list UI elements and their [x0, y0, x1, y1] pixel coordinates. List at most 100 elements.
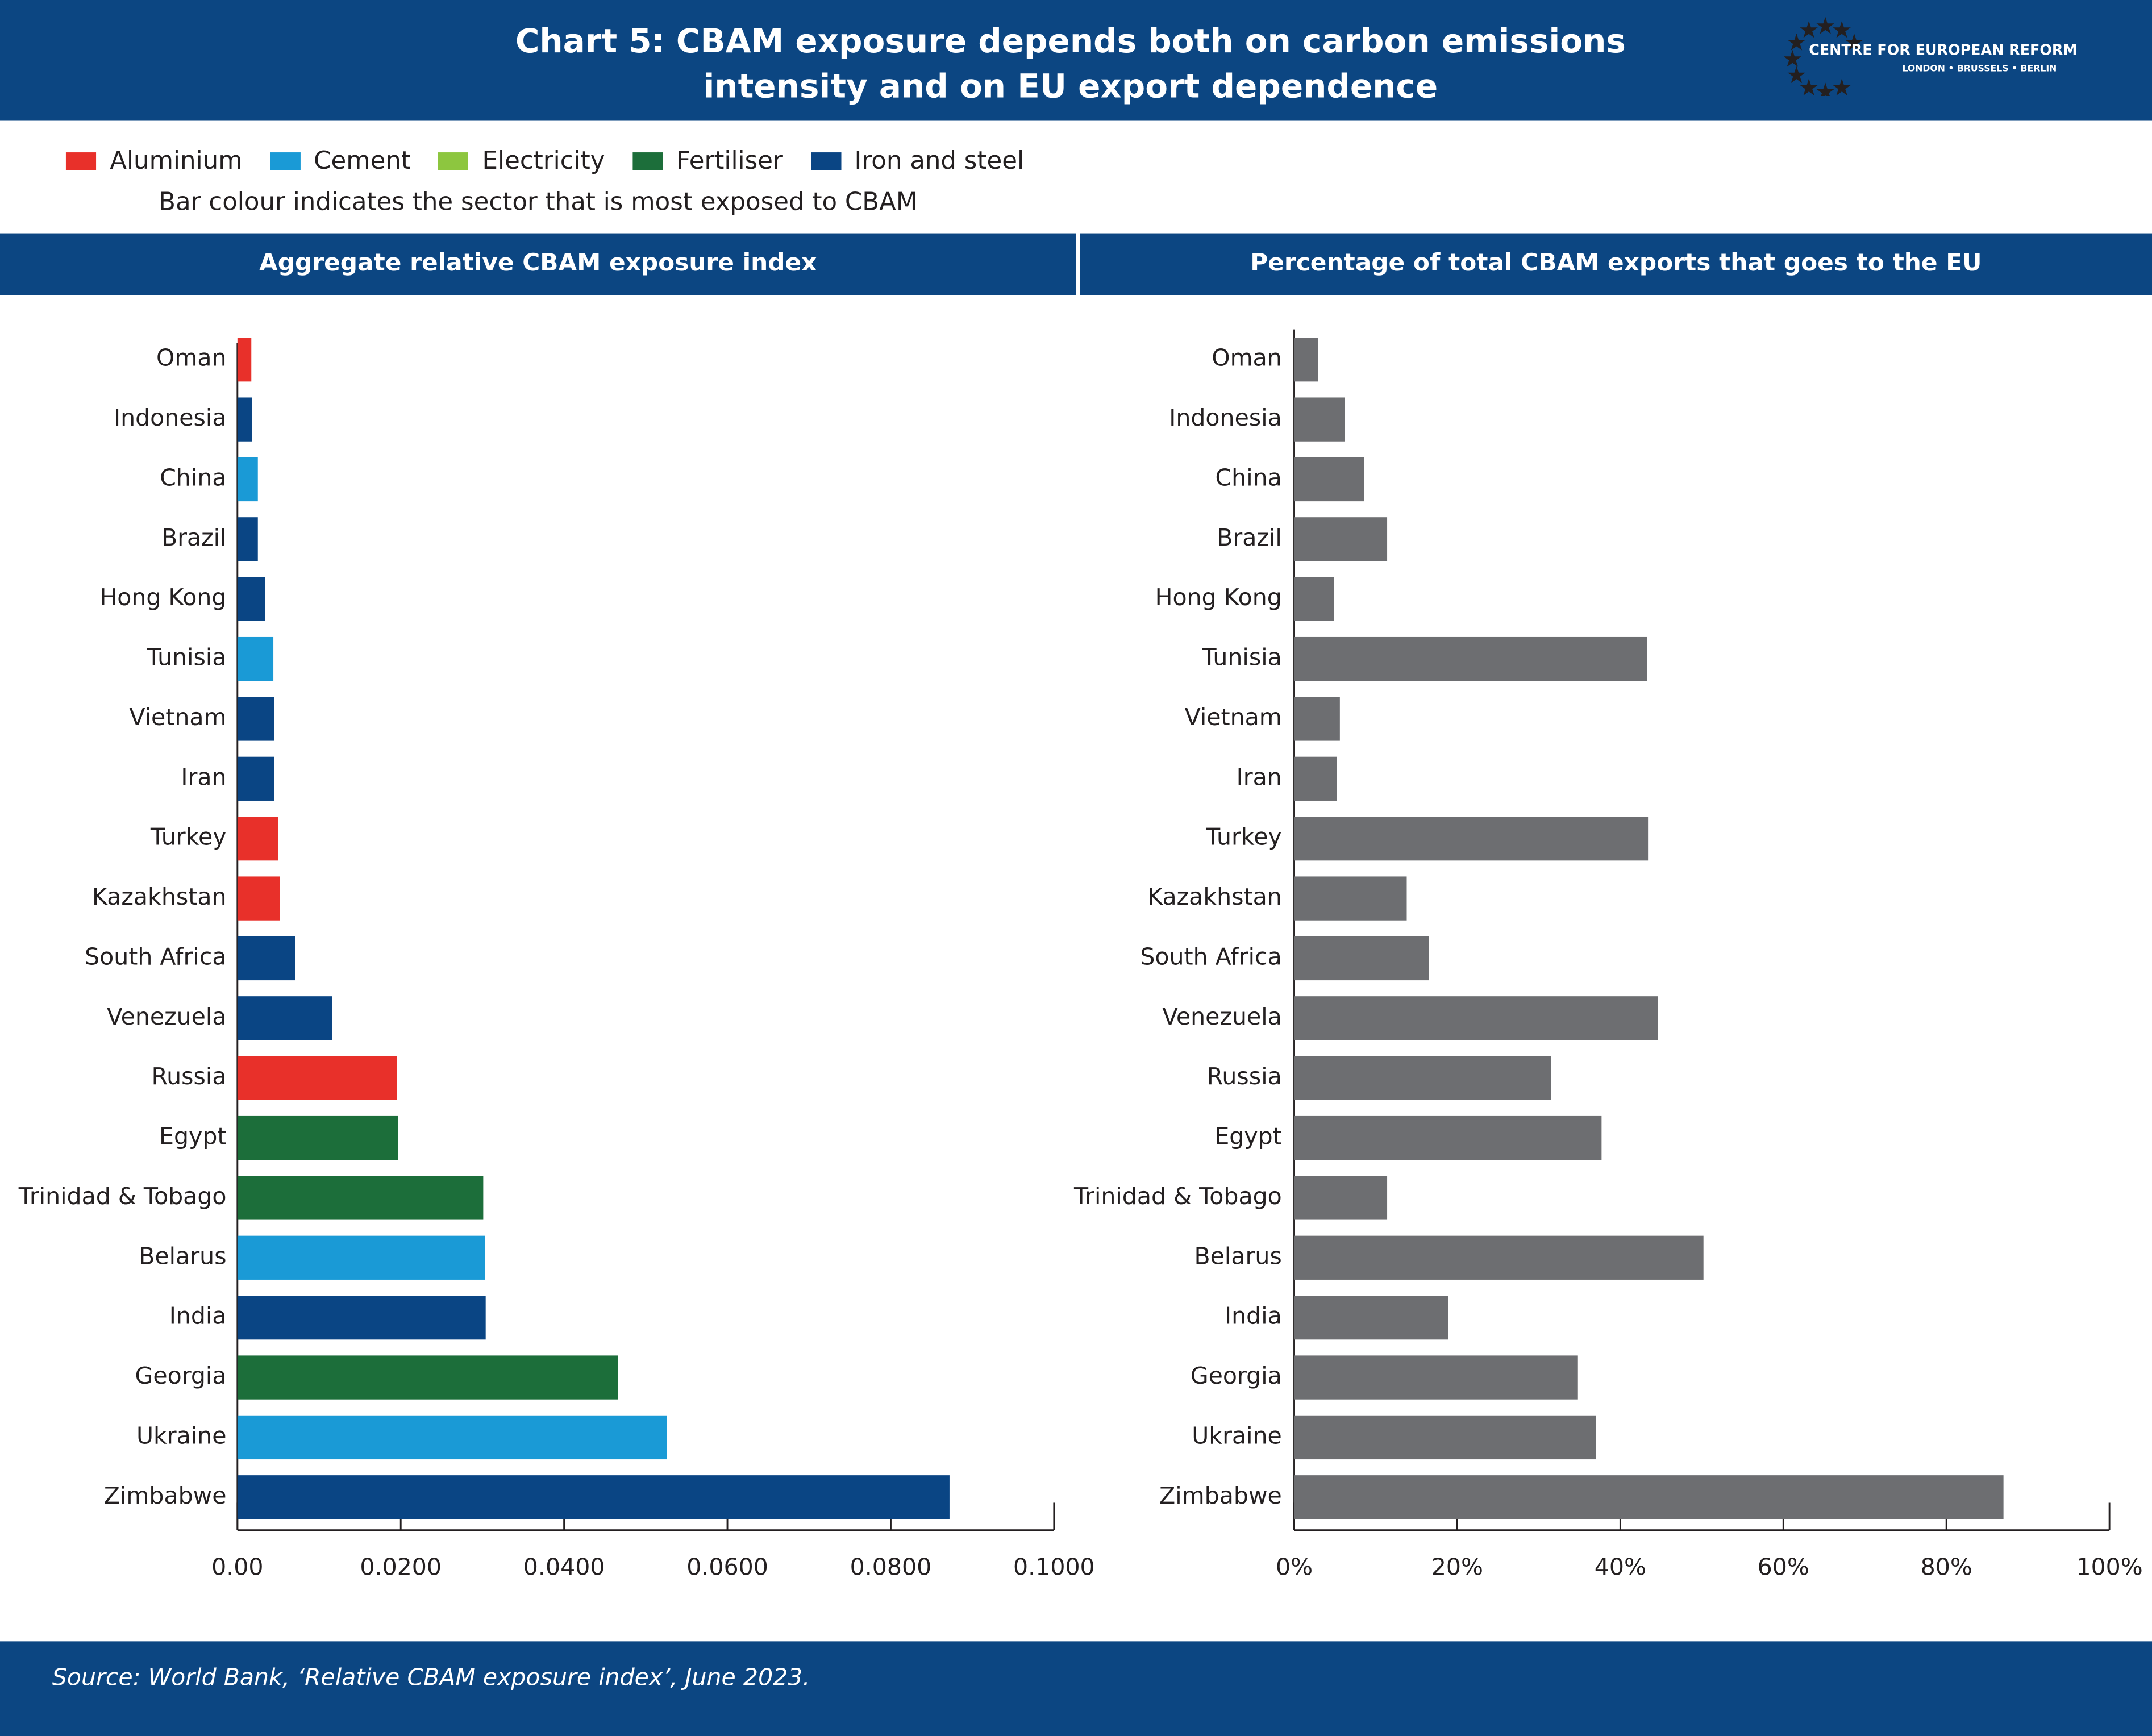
legend-label: Electricity [482, 147, 605, 176]
y-tick-label: Tunisia [1202, 644, 1282, 671]
plot-area: 0.00 0.0200 0.0400 0.0600 0.0800 0.1000 Oman In… [18, 329, 2143, 1580]
x-tick-label: 60% [1758, 1553, 1809, 1580]
legend-item: Fertiliser [632, 147, 783, 176]
legend-item: Cement [269, 147, 411, 176]
legend-label: Aluminium [110, 147, 243, 176]
svg-text:★: ★ [1786, 61, 1807, 89]
x-tick-label: 20% [1431, 1553, 1483, 1580]
y-tick-label: Brazil [1217, 524, 1282, 551]
bar [237, 577, 265, 621]
y-tick-label: Georgia [1191, 1362, 1282, 1389]
legend-item: Electricity [438, 147, 605, 176]
bar [1294, 457, 1364, 502]
bar [237, 1176, 484, 1220]
x-tick-label: 0.0400 [523, 1553, 605, 1580]
x-tick-label: 0.00 [211, 1553, 263, 1580]
source: Source: World Bank, ‘Relative CBAM expos… [52, 1664, 810, 1692]
y-tick-label: Turkey [1205, 823, 1282, 851]
y-tick-label: Ukraine [136, 1422, 227, 1449]
y-tick-label: Indonesia [1169, 404, 1282, 431]
y-tick-label: China [1216, 464, 1282, 491]
logo: ★★★ ★★★ ★★★★ CENTRE FOR EUROPEAN REFORM … [1784, 14, 2128, 96]
bar [237, 817, 278, 861]
bar [1294, 1355, 1578, 1400]
bar [1294, 517, 1388, 561]
panel-title: Aggregate relative CBAM exposure index [0, 233, 1076, 295]
footer-band: Source: World Bank, ‘Relative CBAM expos… [0, 1641, 2152, 1736]
bar [1294, 1056, 1551, 1100]
bar [1294, 1296, 1448, 1340]
y-tick-label: Brazil [161, 524, 227, 551]
y-tick-label: South Africa [85, 943, 226, 970]
x-tick-label: 0% [1276, 1553, 1313, 1580]
bar [237, 996, 332, 1040]
legend-swatch [438, 152, 469, 170]
svg-text:★: ★ [1799, 74, 1820, 96]
y-tick-label: Turkey [150, 823, 227, 851]
legend-item: Iron and steel [810, 147, 1024, 176]
bar [237, 876, 280, 921]
y-tick-label: Tunisia [146, 644, 226, 671]
legend-swatch [269, 152, 300, 170]
bar [237, 1475, 950, 1519]
y-tick-label: Trinidad & Tobago [1073, 1183, 1282, 1210]
bar [237, 1355, 618, 1400]
svg-text:★: ★ [1844, 28, 1865, 56]
x-tick-label: 0.0200 [360, 1553, 442, 1580]
svg-text:★: ★ [1832, 74, 1853, 96]
svg-text:★: ★ [1799, 16, 1820, 44]
bar [1294, 697, 1340, 741]
y-tick-label: Russia [1207, 1063, 1282, 1090]
y-tick-label: Belarus [139, 1242, 226, 1269]
bar [237, 457, 258, 502]
y-tick-label: Hong Kong [1155, 584, 1282, 611]
x-tick-label: 40% [1595, 1553, 1646, 1580]
bar [237, 1056, 397, 1100]
x-tick-label: 100% [2076, 1553, 2142, 1580]
bar [1294, 1235, 1704, 1280]
y-tick-label: India [1225, 1302, 1282, 1330]
bar [1294, 338, 1318, 382]
y-tick-label: Kazakhstan [92, 883, 226, 910]
legend-note: Bar colour indicates the sector that is … [159, 188, 918, 217]
y-tick-label: Iran [1237, 763, 1282, 790]
bar [237, 397, 252, 442]
y-tick-label: Hong Kong [99, 584, 226, 611]
x-tick-label: 80% [1921, 1553, 1972, 1580]
y-tick-label: Venezuela [107, 1003, 227, 1030]
bar [1294, 817, 1649, 861]
y-tick-label: Zimbabwe [1159, 1482, 1282, 1509]
y-tick-label: Venezuela [1162, 1003, 1282, 1030]
svg-text:★: ★ [1815, 14, 1836, 39]
chart-title: Chart 5: CBAM exposure depends both on c… [515, 22, 1626, 106]
x-tick-label: 0.0800 [850, 1553, 932, 1580]
bar [237, 636, 274, 681]
y-tick-label: Ukraine [1192, 1422, 1282, 1449]
bar [237, 338, 252, 382]
y-tick-label: India [169, 1302, 227, 1330]
y-tick-label: Zimbabwe [104, 1482, 227, 1509]
bar [1294, 756, 1337, 801]
svg-text:★: ★ [1784, 45, 1803, 72]
bar [237, 936, 295, 981]
y-tick-label: Belarus [1194, 1242, 1282, 1269]
y-tick-label: Egypt [159, 1123, 226, 1150]
y-tick-label: Vietnam [1185, 703, 1282, 731]
legend-swatch [65, 152, 97, 170]
bar [1294, 636, 1647, 681]
svg-text:★: ★ [1815, 78, 1836, 96]
bar [237, 1235, 485, 1280]
legend-label: Iron and steel [854, 147, 1025, 176]
bar [237, 697, 274, 741]
bar [1294, 996, 1658, 1040]
y-tick-label: Kazakhstan [1147, 883, 1281, 910]
legend-item: Aluminium [65, 147, 243, 176]
bar [1294, 1415, 1596, 1460]
bar [1294, 936, 1429, 981]
logo-name: CENTRE FOR EUROPEAN REFORM [1809, 42, 2078, 59]
y-tick-label: Trinidad & Tobago [18, 1183, 227, 1210]
legend: Aluminium Cement Electricity Fertiliser Iron… [65, 147, 1024, 176]
y-tick-label: China [160, 464, 226, 491]
